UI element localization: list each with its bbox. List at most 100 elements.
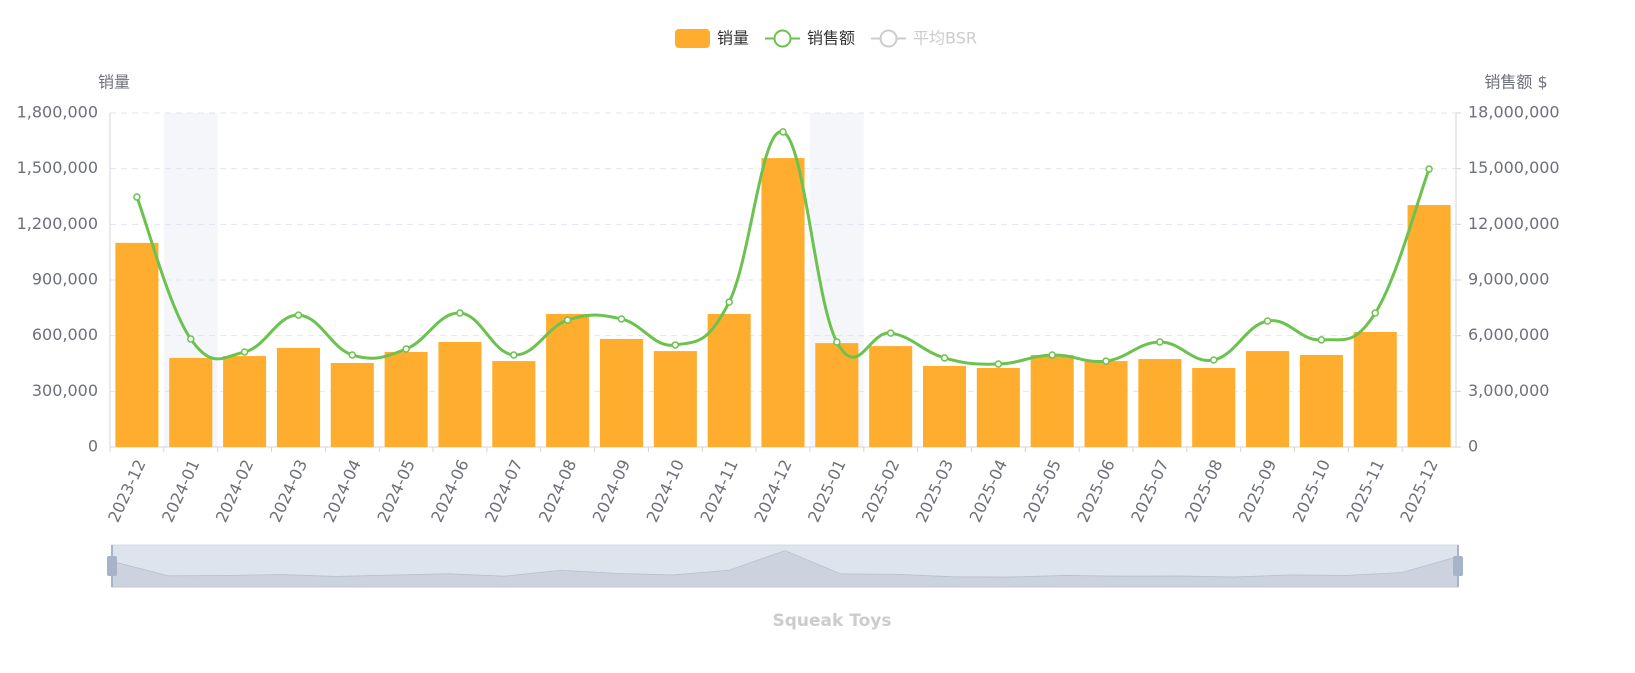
- y2-tick-label: 18,000,000: [1468, 103, 1560, 122]
- point: [133, 193, 141, 201]
- y2-tick-label: 3,000,000: [1468, 381, 1549, 400]
- legend-label: 销售额: [807, 29, 855, 48]
- y2-tick-label: 0: [1468, 437, 1478, 456]
- bar: [869, 346, 913, 447]
- y-tick-label: 1,500,000: [17, 158, 98, 177]
- y2-tick-label: 12,000,000: [1468, 214, 1560, 233]
- bar: [1299, 354, 1343, 447]
- bar: [1353, 331, 1397, 447]
- y2-tick-label: 6,000,000: [1468, 325, 1549, 344]
- point: [294, 311, 303, 319]
- x-tick-label: 2025-09: [1235, 457, 1280, 526]
- y-tick-label: 1,200,000: [17, 214, 98, 233]
- x-tick-label: 2024-09: [589, 457, 634, 526]
- legend-swatch: [773, 29, 792, 48]
- point: [1156, 338, 1164, 346]
- zoom-shadow: [111, 550, 1459, 588]
- legend-label: 平均BSR: [913, 29, 977, 48]
- x-tick-label: 2024-01: [158, 457, 203, 526]
- x-tick-label: 2025-07: [1127, 457, 1172, 526]
- x-tick-label: 2025-01: [804, 457, 849, 526]
- bar: [1407, 205, 1451, 447]
- x-tick-label: 2024-08: [535, 457, 580, 526]
- x-tick-label: 2024-05: [373, 457, 418, 526]
- bar: [761, 158, 805, 447]
- point: [563, 316, 572, 324]
- legend-swatch: [675, 29, 710, 48]
- x-tick-label: 2025-11: [1342, 457, 1387, 526]
- point: [187, 335, 195, 343]
- point: [1371, 309, 1379, 317]
- point: [402, 345, 410, 353]
- y-tick-label: 0: [88, 437, 98, 456]
- x-tick-label: 2025-04: [966, 457, 1011, 526]
- legend-swatch: [879, 29, 898, 48]
- bar: [1192, 367, 1236, 447]
- x-tick-label: 2025-08: [1181, 457, 1226, 526]
- bar: [384, 351, 428, 447]
- x-tick-label: 2024-02: [212, 457, 257, 526]
- point: [886, 329, 895, 337]
- bar: [707, 313, 751, 447]
- bar: [330, 362, 374, 447]
- x-tick-label: 2024-10: [643, 457, 688, 526]
- bar: [653, 351, 697, 447]
- point: [240, 348, 249, 356]
- x-tick-label: 2024-04: [320, 457, 365, 526]
- y-tick-label: 1,800,000: [17, 103, 98, 122]
- x-tick-label: 2024-06: [427, 457, 472, 526]
- bar: [546, 313, 590, 447]
- x-tick-label: 2023-12: [104, 457, 149, 526]
- point: [1317, 336, 1326, 344]
- bar: [976, 367, 1020, 447]
- x-tick-label: 2025-10: [1289, 457, 1334, 526]
- y2-tick-label: 15,000,000: [1468, 158, 1560, 177]
- zoom-handle: [107, 556, 117, 576]
- y-tick-label: 600,000: [32, 325, 98, 344]
- point: [994, 360, 1003, 368]
- x-tick-label: 2025-03: [912, 457, 957, 526]
- bar: [599, 339, 644, 447]
- point: [348, 351, 357, 359]
- point: [940, 354, 949, 362]
- bar: [276, 347, 320, 447]
- x-tick-label: 2024-03: [266, 457, 311, 526]
- point: [1209, 356, 1218, 364]
- point: [1263, 317, 1272, 325]
- legend-label: 销量: [717, 29, 749, 48]
- y-axis-label: 销量: [98, 73, 130, 92]
- y2-tick-label: 9,000,000: [1468, 270, 1549, 289]
- y-tick-label: 300,000: [32, 381, 98, 400]
- y2-axis-label: 销售额 $: [1484, 73, 1547, 92]
- bar: [169, 357, 213, 447]
- point: [671, 341, 680, 349]
- x-tick-label: 2025-12: [1396, 457, 1441, 526]
- point: [617, 315, 626, 323]
- bar: [115, 242, 159, 447]
- point: [1048, 351, 1056, 359]
- bar: [922, 365, 967, 447]
- x-tick-label: 2024-11: [696, 457, 741, 526]
- bar: [1246, 351, 1290, 447]
- y-tick-label: 900,000: [32, 270, 98, 289]
- bar: [1030, 354, 1074, 447]
- bar: [815, 343, 859, 447]
- bar: [1138, 359, 1182, 447]
- bar: [223, 356, 267, 447]
- bar: [492, 361, 536, 447]
- point: [1425, 165, 1433, 173]
- x-tick-label: 2024-12: [750, 457, 795, 526]
- point: [456, 309, 464, 317]
- x-tick-label: 2025-02: [858, 457, 903, 526]
- bar: [1084, 361, 1128, 447]
- chart-title: Squeak Toys: [773, 611, 892, 631]
- point: [1102, 357, 1110, 365]
- point: [725, 298, 733, 306]
- point: [833, 338, 841, 346]
- x-tick-label: 2024-07: [481, 457, 526, 526]
- x-tick-label: 2025-05: [1019, 457, 1064, 526]
- point: [510, 351, 518, 359]
- point: [779, 128, 787, 136]
- x-tick-label: 2025-06: [1073, 457, 1118, 526]
- zoom-handle: [1453, 556, 1463, 576]
